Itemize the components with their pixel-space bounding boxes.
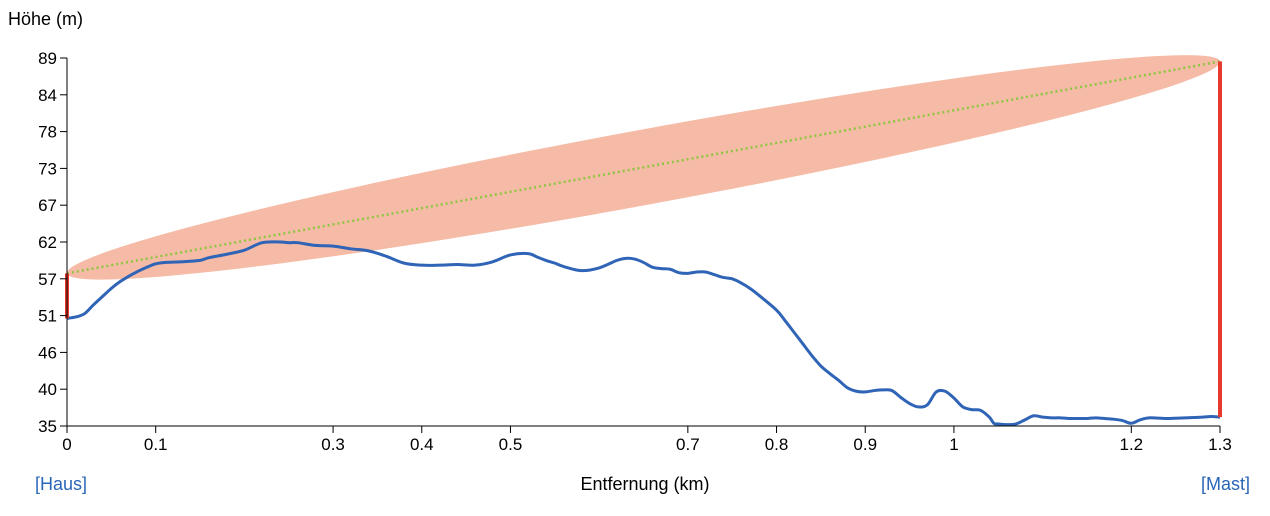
end-point-link[interactable]: [Mast] bbox=[1201, 474, 1250, 494]
start-point-link[interactable]: [Haus] bbox=[35, 474, 87, 494]
y-tick-label: 46 bbox=[38, 343, 57, 362]
x-tick-labels: 0 0.1 0.3 0.4 0.5 0.7 0.8 0.9 1 1.2 1.3 bbox=[62, 426, 1232, 454]
x-axis-title: Entfernung (km) bbox=[580, 474, 709, 494]
x-tick-label: 0.9 bbox=[853, 435, 877, 454]
y-tick-label: 35 bbox=[38, 417, 57, 436]
y-tick-label: 67 bbox=[38, 196, 57, 215]
y-tick-label: 51 bbox=[38, 307, 57, 326]
x-tick-label: 0.3 bbox=[321, 435, 345, 454]
x-tick-label: 0.5 bbox=[499, 435, 523, 454]
y-tick-label: 89 bbox=[38, 49, 57, 68]
y-tick-label: 73 bbox=[38, 159, 57, 178]
x-tick-label: 0.7 bbox=[676, 435, 700, 454]
terrain-profile-layer bbox=[66, 240, 1221, 427]
line-of-sight bbox=[66, 60, 1221, 275]
y-tick-labels: 35 40 46 51 57 62 67 73 78 84 89 bbox=[38, 49, 67, 436]
x-tick-label: 0.1 bbox=[144, 435, 168, 454]
x-tick-label: 1.3 bbox=[1208, 435, 1232, 454]
y-axis-title: Höhe (m) bbox=[8, 9, 83, 29]
line-of-sight-layer bbox=[66, 60, 1221, 275]
y-tick-label: 78 bbox=[38, 123, 57, 142]
y-tick-label: 57 bbox=[38, 270, 57, 289]
x-tick-label: 1 bbox=[949, 435, 958, 454]
y-tick-label: 84 bbox=[38, 86, 57, 105]
y-tick-label: 40 bbox=[38, 380, 57, 399]
x-tick-label: 1.2 bbox=[1119, 435, 1143, 454]
y-tick-label: 62 bbox=[38, 233, 57, 252]
x-tick-label: 0.4 bbox=[410, 435, 434, 454]
x-tick-label: 0.8 bbox=[765, 435, 789, 454]
x-tick-label: 0 bbox=[62, 435, 71, 454]
terrain-profile-line bbox=[66, 240, 1221, 427]
